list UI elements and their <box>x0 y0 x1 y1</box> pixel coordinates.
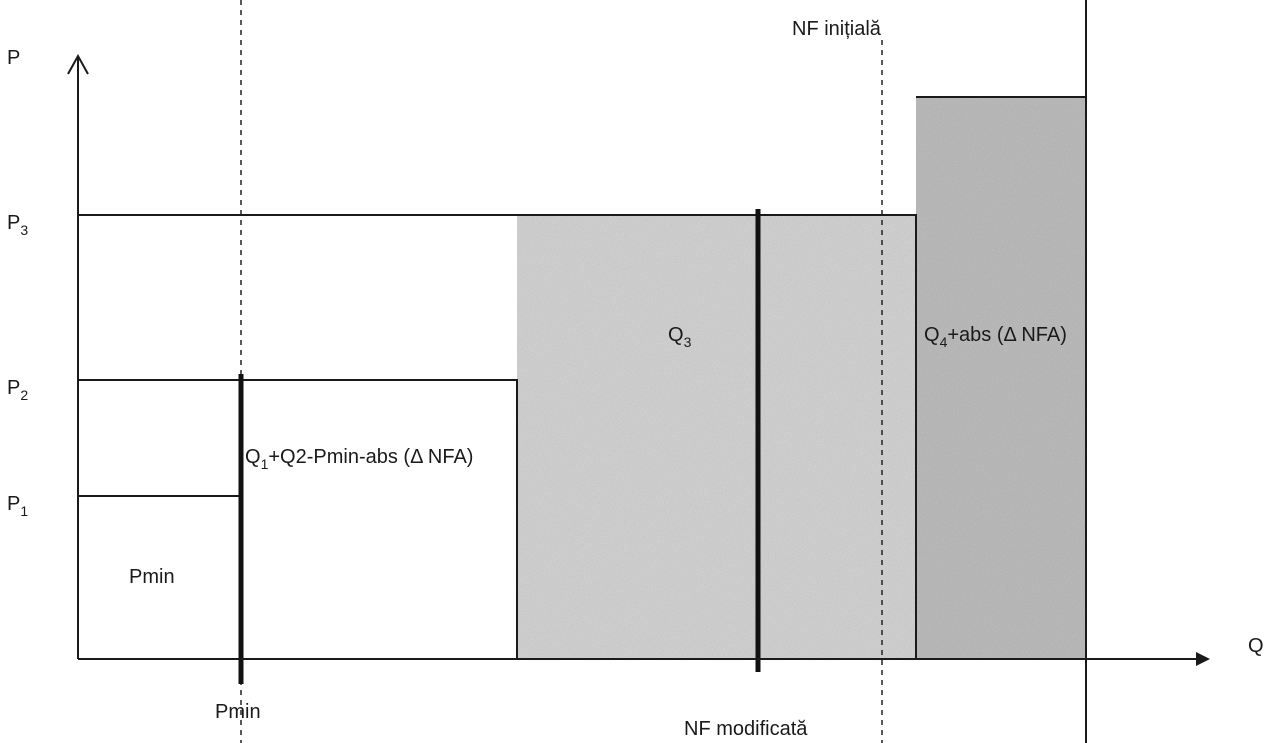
pmin-bottom-label: Pmin <box>215 701 261 723</box>
q3-region-label: Q3 <box>668 324 692 350</box>
q1q2-region-label: Q1+Q2-Pmin-abs (Δ NFA) <box>245 446 473 472</box>
y-tick-p2: P2 <box>7 377 28 403</box>
x-axis-label: Q <box>1248 635 1264 657</box>
q4-region-label: Q4+abs (Δ NFA) <box>924 324 1067 350</box>
q4-region <box>916 97 1086 659</box>
p2-step <box>78 379 518 659</box>
nf-modificata-label: NF modificată <box>684 718 808 740</box>
pmin-region-label: Pmin <box>129 566 175 588</box>
y-axis-label: P <box>7 47 20 69</box>
q3-region <box>517 215 915 659</box>
y-tick-p1: P1 <box>7 493 28 519</box>
p3-step <box>78 214 917 659</box>
nf-initiala-label: NF inițială <box>792 18 882 40</box>
y-axis-arrowhead <box>67 53 89 75</box>
y-tick-p3: P3 <box>7 212 28 238</box>
x-axis-arrowhead <box>1196 652 1210 666</box>
